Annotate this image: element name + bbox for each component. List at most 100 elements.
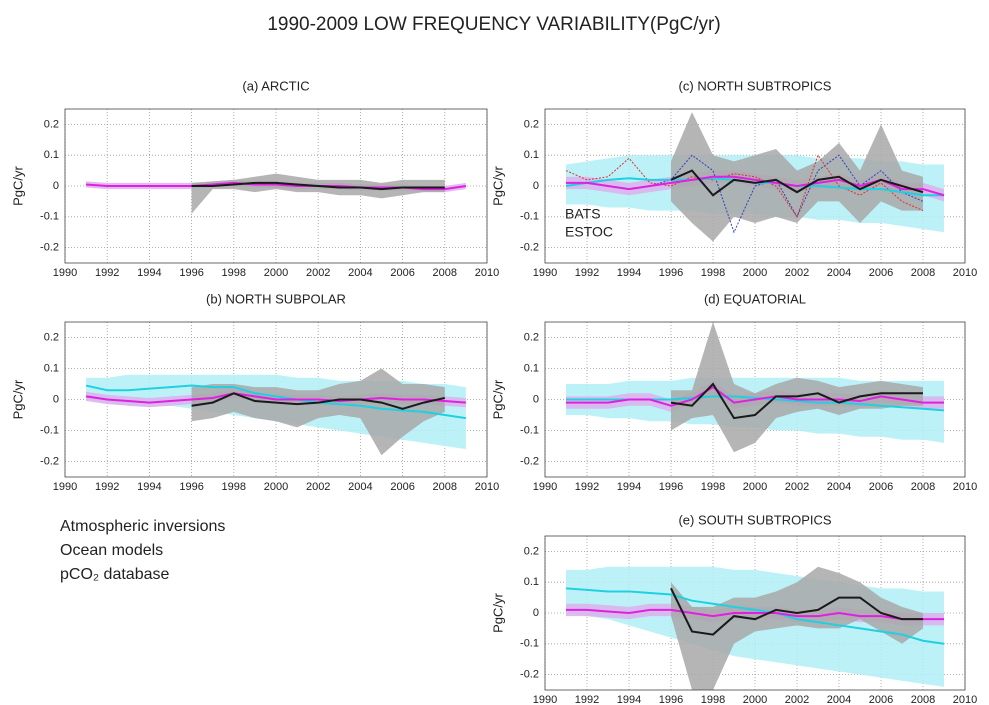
x-tick-label: 1998 bbox=[701, 694, 725, 705]
panel-title: (c) NORTH SUBTROPICS bbox=[679, 78, 832, 93]
plot-frame bbox=[64, 108, 488, 264]
x-tick-label: 2006 bbox=[390, 267, 414, 279]
series-line bbox=[566, 608, 944, 621]
panel: (c) NORTH SUBTROPICS PgC/yr -0.2 -0.1 0 0.1 0.… bbox=[490, 78, 977, 278]
series-line bbox=[565, 154, 924, 218]
x-tick-label: 2008 bbox=[911, 267, 935, 279]
x-tick-label: 2010 bbox=[475, 267, 499, 279]
series-line bbox=[670, 382, 923, 420]
panel-title: (e) SOUTH SUBTROPICS bbox=[678, 512, 831, 527]
y-tick-label: 0.2 bbox=[44, 331, 59, 343]
x-tick-label: 1996 bbox=[659, 267, 683, 279]
y-tick-label: -0.2 bbox=[520, 455, 539, 467]
panel-title: (d) EQUATORIAL bbox=[704, 291, 806, 306]
x-tick-label: 2002 bbox=[306, 267, 330, 279]
x-tick-label: 2010 bbox=[953, 694, 977, 705]
x-tick-label: 1994 bbox=[617, 267, 641, 279]
x-tick-label: 2000 bbox=[743, 267, 767, 279]
x-tick-label: 2004 bbox=[827, 694, 851, 705]
y-tick-label: 0.1 bbox=[524, 149, 539, 161]
x-tick-label: 1990 bbox=[53, 481, 77, 493]
x-tick-label: 2002 bbox=[785, 694, 809, 705]
x-tick-label: 1996 bbox=[659, 694, 683, 705]
panel-title: (a) ARCTIC bbox=[242, 78, 309, 93]
plot-area bbox=[85, 368, 467, 456]
x-tick-label: 1996 bbox=[179, 267, 203, 279]
x-tick-label: 2000 bbox=[264, 481, 288, 493]
series-label: ESTOC bbox=[565, 224, 613, 240]
panel: (d) EQUATORIAL PgC/yr -0.2 -0.1 0 0.1 0.2 1990 1… bbox=[490, 291, 977, 492]
plot-frame bbox=[64, 321, 488, 478]
x-tick-label: 1994 bbox=[617, 481, 641, 493]
x-tick-label: 1992 bbox=[575, 694, 599, 705]
y-tick-label: 0.1 bbox=[44, 362, 59, 374]
legend-entry: Atmospheric inversions bbox=[60, 518, 225, 535]
y-tick-label: 0 bbox=[533, 393, 539, 405]
series-line bbox=[85, 392, 466, 404]
panel: (e) SOUTH SUBTROPICS PgC/yr -0.2 -0.1 0 0.1 0.… bbox=[490, 512, 977, 705]
y-axis-label: PgC/yr bbox=[10, 379, 25, 419]
x-tick-label: 1992 bbox=[95, 267, 119, 279]
legend-entry: pCO₂ database bbox=[60, 566, 169, 583]
y-tick-label: -0.1 bbox=[520, 211, 539, 223]
y-tick-label: -0.2 bbox=[520, 669, 539, 681]
y-tick-label: 0.1 bbox=[44, 149, 59, 161]
plot-area bbox=[565, 112, 945, 242]
y-tick-label: -0.2 bbox=[40, 242, 59, 254]
series-line bbox=[191, 181, 445, 191]
y-tick-label: -0.1 bbox=[40, 211, 59, 223]
y-tick-label: -0.2 bbox=[40, 455, 59, 467]
y-tick-label: -0.1 bbox=[520, 638, 539, 650]
x-tick-label: 2008 bbox=[911, 481, 935, 493]
legend: Atmospheric inversions Ocean models pCO₂… bbox=[60, 518, 225, 583]
range-band bbox=[671, 112, 923, 242]
series-line bbox=[649, 154, 924, 234]
series-line bbox=[566, 385, 944, 407]
series-line bbox=[565, 587, 945, 645]
x-tick-label: 1998 bbox=[222, 481, 246, 493]
y-tick-label: -0.2 bbox=[520, 242, 539, 254]
x-tick-label: 2008 bbox=[433, 481, 457, 493]
plot-frame bbox=[544, 108, 966, 264]
plot-frame bbox=[544, 321, 966, 478]
x-tick-label: 2004 bbox=[827, 481, 851, 493]
y-tick-label: 0.1 bbox=[524, 362, 539, 374]
x-tick-label: 2010 bbox=[475, 481, 499, 493]
x-tick-label: 2000 bbox=[264, 267, 288, 279]
x-tick-label: 2000 bbox=[743, 481, 767, 493]
series-line bbox=[670, 169, 924, 197]
y-tick-label: 0.2 bbox=[524, 118, 539, 130]
x-tick-label: 1996 bbox=[179, 481, 203, 493]
y-axis-label: PgC/yr bbox=[490, 592, 505, 632]
y-tick-label: 0 bbox=[53, 393, 59, 405]
y-tick-label: -0.1 bbox=[40, 424, 59, 436]
series-line bbox=[670, 587, 923, 636]
x-tick-label: 1990 bbox=[533, 481, 557, 493]
x-tick-label: 2004 bbox=[348, 267, 372, 279]
x-tick-label: 1994 bbox=[137, 267, 161, 279]
x-tick-label: 2002 bbox=[785, 267, 809, 279]
x-tick-label: 1998 bbox=[222, 267, 246, 279]
series-label: BATS bbox=[565, 206, 601, 222]
x-tick-label: 2010 bbox=[953, 267, 977, 279]
x-tick-label: 2006 bbox=[869, 694, 893, 705]
x-tick-label: 1994 bbox=[137, 481, 161, 493]
y-axis-label: PgC/yr bbox=[490, 379, 505, 419]
x-tick-label: 1996 bbox=[659, 481, 683, 493]
y-tick-label: -0.1 bbox=[520, 424, 539, 436]
plot-frame bbox=[544, 535, 966, 691]
y-tick-label: 0 bbox=[533, 180, 539, 192]
y-axis-label: PgC/yr bbox=[10, 165, 25, 205]
x-tick-label: 2004 bbox=[827, 267, 851, 279]
figure-title: 1990-2009 LOW FREQUENCY VARIABILITY(PgC/… bbox=[267, 14, 720, 35]
y-tick-label: 0.2 bbox=[44, 118, 59, 130]
x-tick-label: 2006 bbox=[390, 481, 414, 493]
x-tick-label: 2002 bbox=[306, 481, 330, 493]
y-tick-label: 0.2 bbox=[524, 331, 539, 343]
y-tick-label: 0.1 bbox=[524, 576, 539, 588]
y-tick-label: 0 bbox=[533, 607, 539, 619]
x-tick-label: 2006 bbox=[869, 481, 893, 493]
plot-area bbox=[86, 173, 467, 214]
y-tick-label: 0 bbox=[53, 180, 59, 192]
